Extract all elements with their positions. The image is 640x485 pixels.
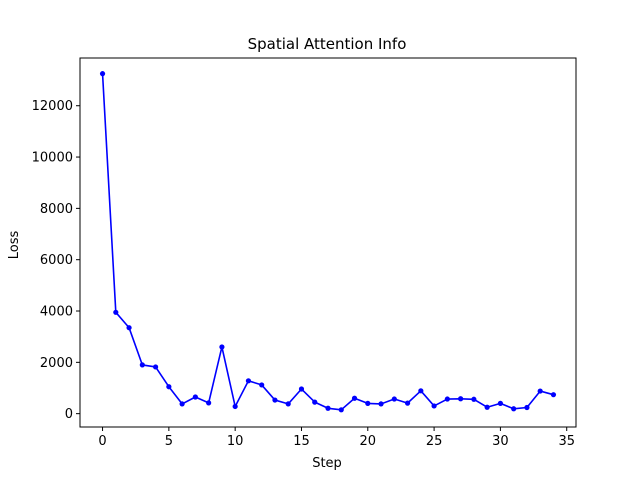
y-tick-label: 10000	[32, 151, 73, 166]
data-point	[285, 401, 291, 407]
data-point	[391, 396, 397, 402]
data-point	[219, 344, 225, 350]
data-point	[497, 400, 504, 406]
x-axis-label: Step	[312, 456, 342, 471]
y-tick-label: 12000	[32, 99, 73, 114]
data-point	[537, 388, 543, 394]
data-point	[511, 406, 517, 412]
chart-title: Spatial Attention Info	[248, 35, 407, 53]
x-tick-label: 5	[165, 434, 173, 449]
data-point	[206, 400, 212, 406]
y-axis-label: Loss	[7, 231, 22, 260]
data-point	[524, 404, 530, 411]
data-point	[378, 401, 384, 407]
data-point	[325, 405, 331, 411]
y-tick-label: 8000	[40, 202, 73, 217]
x-tick-label: 20	[360, 434, 377, 449]
data-point	[431, 403, 437, 409]
series-line	[101, 73, 554, 411]
x-tick-label: 15	[293, 434, 310, 449]
data-point	[113, 309, 119, 315]
data-point	[471, 396, 477, 402]
data-point	[550, 392, 557, 398]
data-point	[404, 400, 411, 406]
data-point	[232, 403, 238, 410]
data-point	[484, 404, 490, 410]
data-point	[126, 325, 132, 331]
data-point	[418, 388, 424, 394]
y-tick-label: 2000	[40, 356, 73, 371]
data-point	[166, 384, 172, 390]
x-tick-label: 10	[227, 434, 244, 449]
data-point	[298, 386, 305, 392]
x-tick-label: 0	[98, 434, 106, 449]
data-point	[272, 397, 278, 403]
x-tick-label: 25	[426, 434, 443, 449]
data-point	[245, 378, 252, 384]
y-tick-label: 0	[65, 407, 73, 422]
data-point	[152, 364, 159, 370]
data-point	[99, 71, 106, 77]
data-point	[444, 396, 450, 402]
data-point	[259, 382, 265, 388]
y-tick-label: 4000	[40, 305, 73, 320]
data-point	[192, 394, 198, 400]
x-tick-label: 30	[492, 434, 509, 449]
data-point	[338, 407, 344, 413]
data-point	[351, 395, 358, 401]
data-point	[312, 399, 318, 405]
x-tick-label: 35	[558, 434, 575, 449]
data-point	[179, 401, 185, 407]
plot-area: 0 5 10 15 20 25 30 35 0 2000 4000 6000 8000 10000 1200…	[32, 57, 577, 449]
data-point	[139, 362, 145, 368]
y-tick-label: 6000	[40, 253, 73, 268]
axes-frame	[79, 57, 577, 428]
data-point	[365, 400, 371, 406]
data-point	[458, 396, 464, 402]
